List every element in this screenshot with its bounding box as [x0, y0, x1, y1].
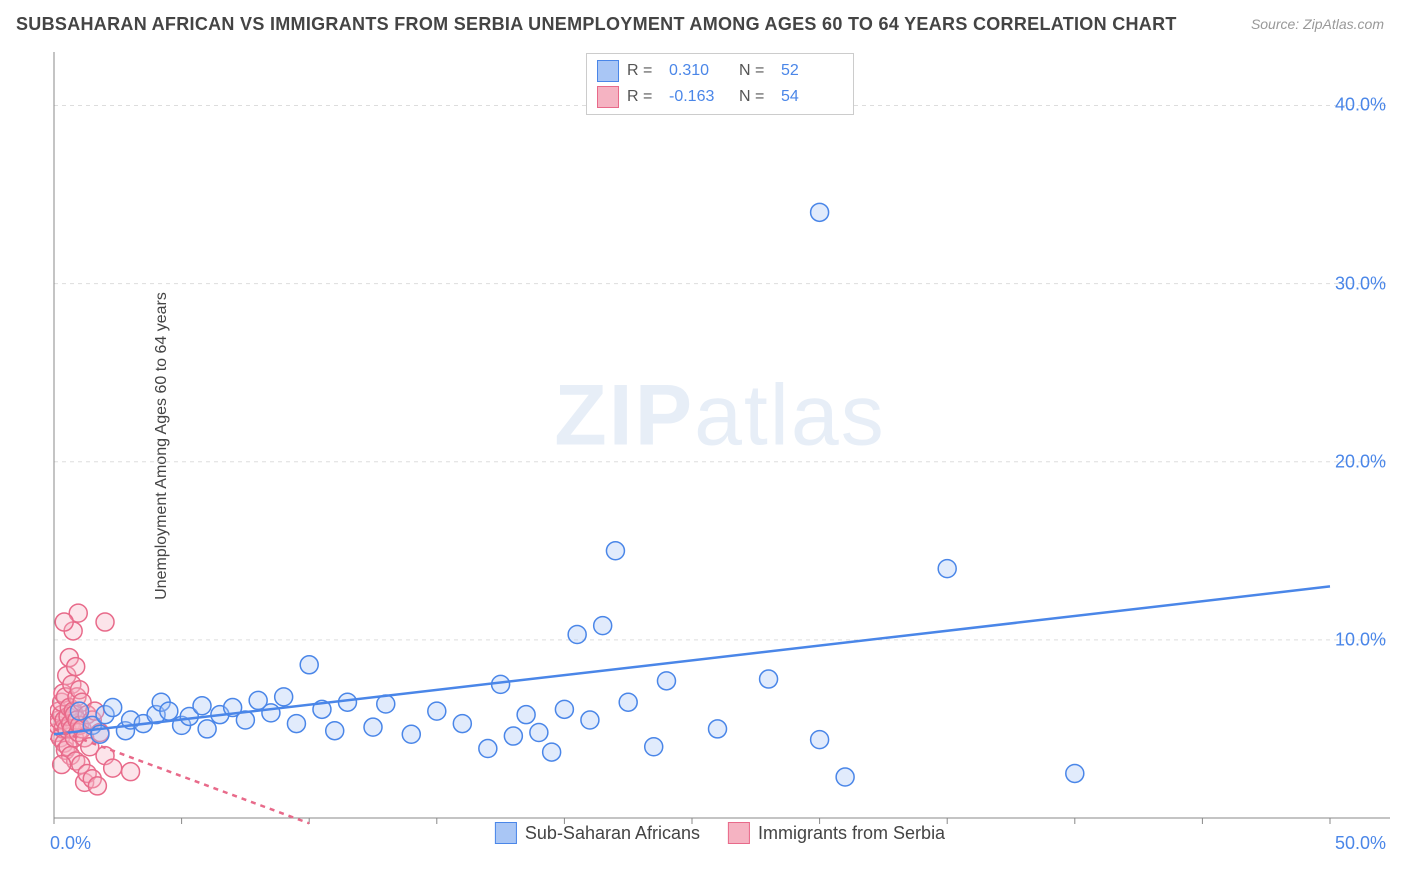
y-tick-label: 20.0% — [1335, 451, 1386, 472]
n-label: N = — [739, 62, 773, 80]
legend-label-0: Sub-Saharan Africans — [525, 823, 700, 844]
r-label: R = — [627, 62, 661, 80]
legend-item-1: Immigrants from Serbia — [728, 822, 945, 844]
r-label: R = — [627, 88, 661, 106]
y-tick-label: 40.0% — [1335, 95, 1386, 116]
y-tick-label: 10.0% — [1335, 629, 1386, 650]
stats-legend: R = 0.310 N = 52 R = -0.163 N = 54 — [586, 53, 854, 115]
plot-area: ZIPatlas R = 0.310 N = 52 R = -0.163 N =… — [50, 48, 1390, 848]
swatch-series-1 — [597, 86, 619, 108]
swatch-series-0 — [597, 60, 619, 82]
bottom-legend: Sub-Saharan Africans Immigrants from Ser… — [495, 822, 945, 844]
n-value-1: 54 — [781, 88, 843, 106]
x-tick-max: 50.0% — [1335, 833, 1386, 854]
n-value-0: 52 — [781, 62, 843, 80]
n-label: N = — [739, 88, 773, 106]
r-value-0: 0.310 — [669, 62, 731, 80]
stats-row-series-0: R = 0.310 N = 52 — [597, 58, 843, 84]
swatch-series-0 — [495, 822, 517, 844]
legend-item-0: Sub-Saharan Africans — [495, 822, 700, 844]
source-text: Source: ZipAtlas.com — [1251, 16, 1384, 32]
chart-title: SUBSAHARAN AFRICAN VS IMMIGRANTS FROM SE… — [16, 14, 1177, 35]
swatch-series-1 — [728, 822, 750, 844]
x-tick-zero: 0.0% — [50, 833, 91, 854]
chart-svg — [50, 48, 1390, 848]
legend-label-1: Immigrants from Serbia — [758, 823, 945, 844]
stats-row-series-1: R = -0.163 N = 54 — [597, 84, 843, 110]
y-tick-label: 30.0% — [1335, 273, 1386, 294]
r-value-1: -0.163 — [669, 88, 731, 106]
